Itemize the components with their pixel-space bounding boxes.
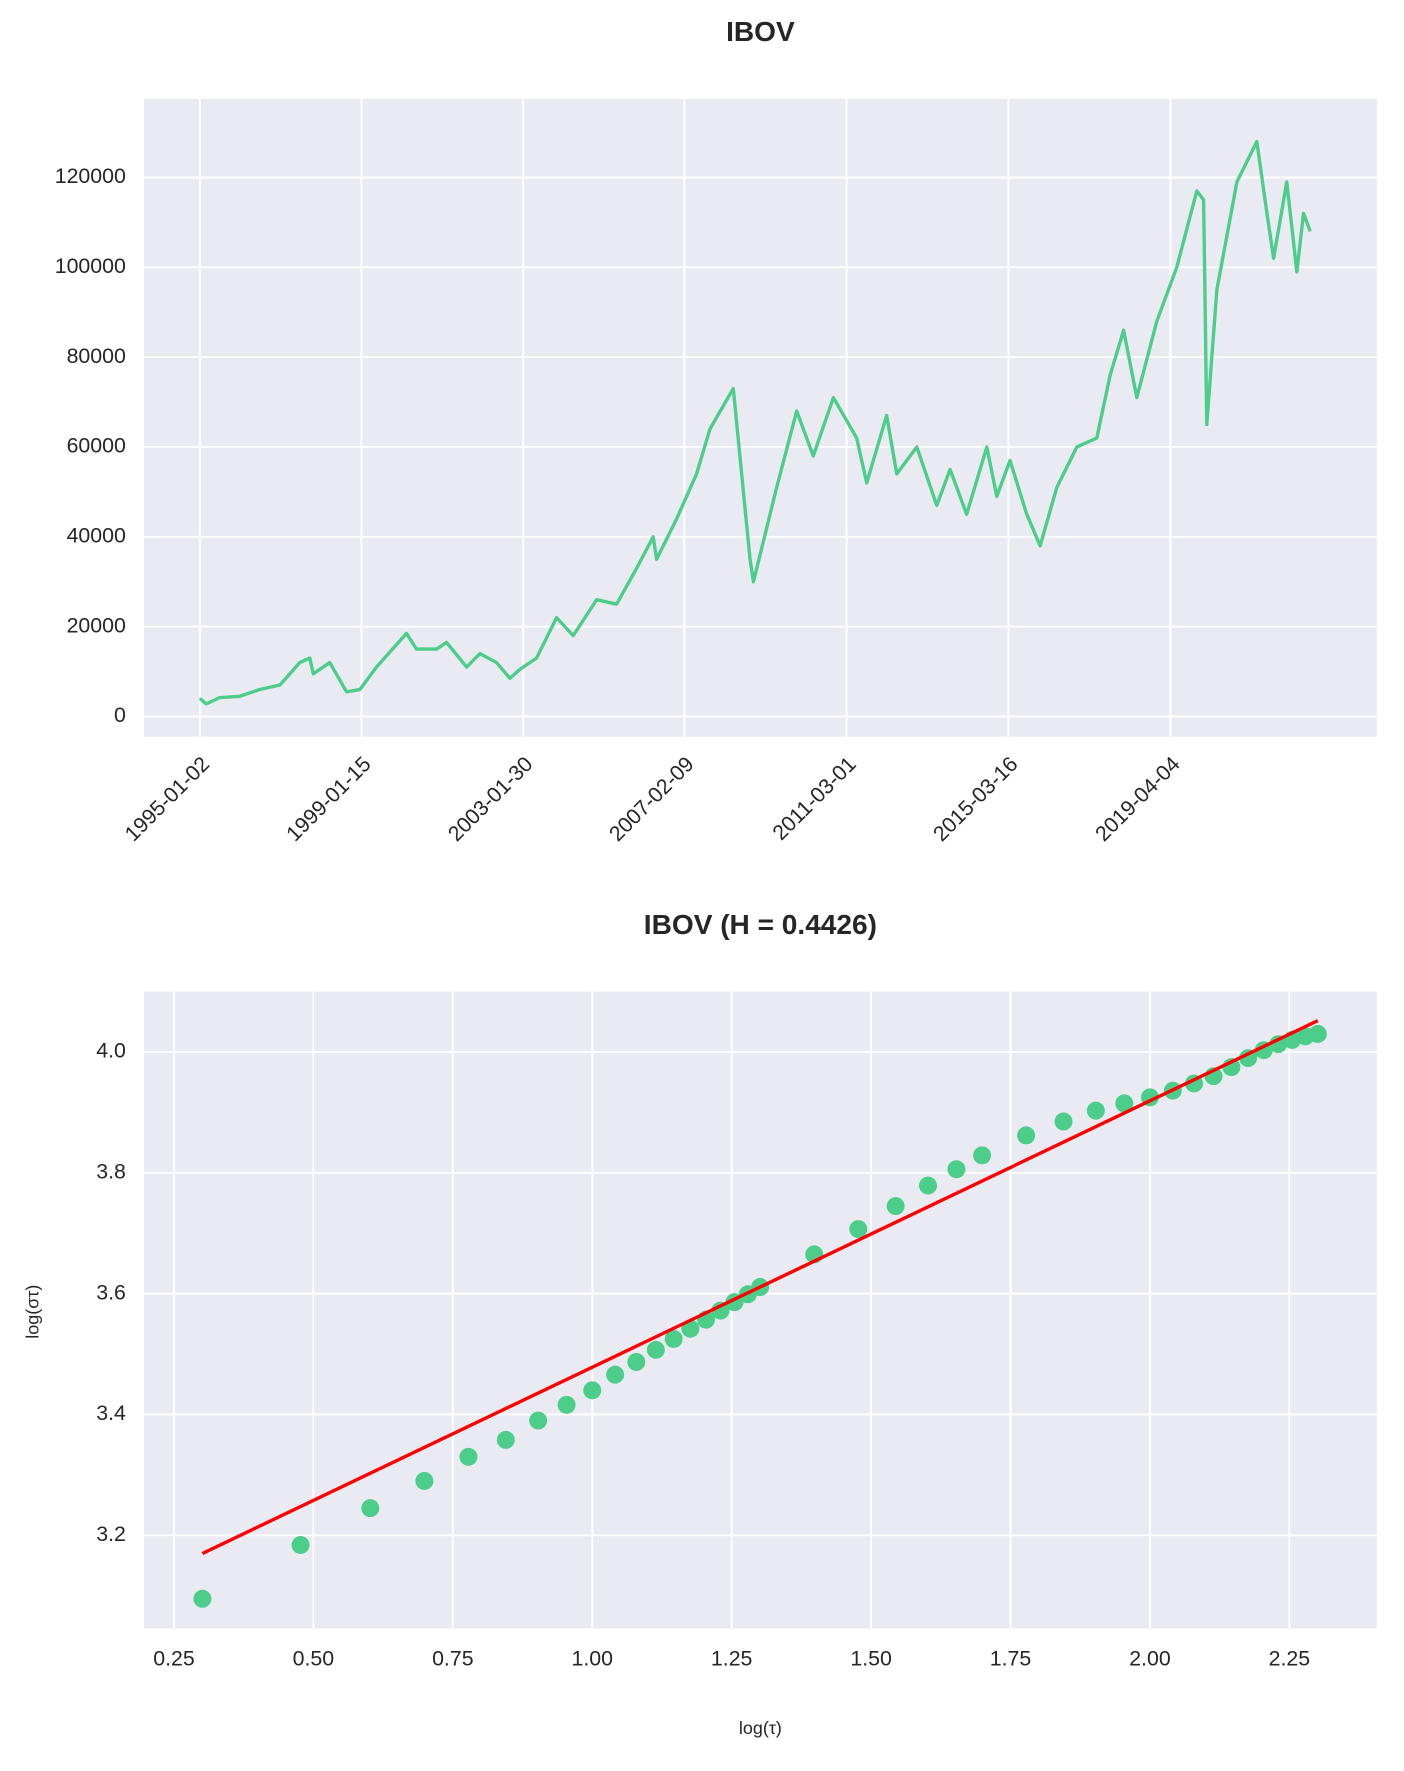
scatter-point (1308, 1024, 1327, 1043)
scatter-point (291, 1536, 310, 1554)
scatter-point (1269, 1035, 1288, 1054)
x-tick-label: 1.75 (990, 1646, 1032, 1670)
scatter-point (1017, 1126, 1036, 1145)
y-tick-label: 0 (114, 703, 126, 727)
scatter-point (361, 1499, 380, 1518)
x-tick-label: 0.25 (153, 1646, 195, 1670)
scatter-point (496, 1430, 515, 1449)
scatter-point (627, 1352, 646, 1371)
x-tick-label: 2.00 (1129, 1646, 1171, 1670)
x-tick-label: 1.00 (571, 1646, 613, 1670)
y-tick-label: 40000 (67, 523, 126, 547)
scatter-point (849, 1220, 868, 1239)
scatter-point (1054, 1112, 1073, 1131)
x-tick-label: 1999-01-15 (282, 752, 376, 846)
y-tick-label: 3.6 (96, 1280, 126, 1304)
x-tick-label: 1.50 (850, 1646, 892, 1670)
x-tick-label: 2.25 (1269, 1646, 1311, 1670)
y-tick-label: 4.0 (96, 1039, 126, 1063)
y-tick-label: 3.2 (96, 1522, 126, 1546)
scatter-point (459, 1447, 478, 1466)
plot-area (143, 98, 1377, 737)
y-tick-label: 20000 (67, 613, 126, 637)
scatter-point (711, 1301, 730, 1320)
x-tick-label: 0.75 (432, 1646, 474, 1670)
scatter-point (1086, 1101, 1105, 1120)
scatter-point (973, 1146, 992, 1165)
scatter-point (583, 1381, 602, 1400)
y-tick-label: 3.4 (96, 1401, 126, 1425)
x-tick-label: 0.50 (293, 1646, 335, 1670)
scatter-point (886, 1197, 905, 1216)
x-tick-label: 2019-04-04 (1091, 752, 1185, 846)
scatter-point (646, 1340, 665, 1359)
scatter-point (606, 1365, 625, 1384)
scatter-point (1115, 1094, 1134, 1113)
x-tick-label: 1.25 (711, 1646, 753, 1670)
x-tick-label: 2007-02-09 (604, 752, 698, 846)
chart-title: IBOV (H = 0.4426) (644, 909, 877, 940)
y-tick-label: 60000 (67, 434, 126, 458)
y-tick-label: 80000 (67, 344, 126, 368)
x-tick-label: 2003-01-30 (443, 752, 537, 846)
x-tick-label: 1995-01-02 (120, 752, 214, 846)
line (198, 139, 1312, 706)
x-tick-label: 2015-03-16 (928, 752, 1022, 846)
scatter-point (664, 1330, 683, 1348)
x-axis-label: log(τ) (739, 1718, 782, 1738)
y-tick-label: 3.8 (96, 1160, 126, 1184)
x-tick-label: 2011-03-01 (768, 752, 861, 845)
y-axis-label: log(στ) (23, 1285, 43, 1339)
scatter-point (947, 1160, 966, 1179)
scatter-point (529, 1411, 548, 1430)
scatter-point (557, 1395, 576, 1414)
y-tick-label: 100000 (55, 254, 126, 278)
chart-title: IBOV (726, 16, 795, 47)
scatter-point (415, 1471, 434, 1490)
scatter-point (919, 1176, 937, 1195)
scatter-point (193, 1589, 212, 1608)
y-tick-label: 120000 (55, 164, 126, 188)
line (201, 1019, 1319, 1555)
